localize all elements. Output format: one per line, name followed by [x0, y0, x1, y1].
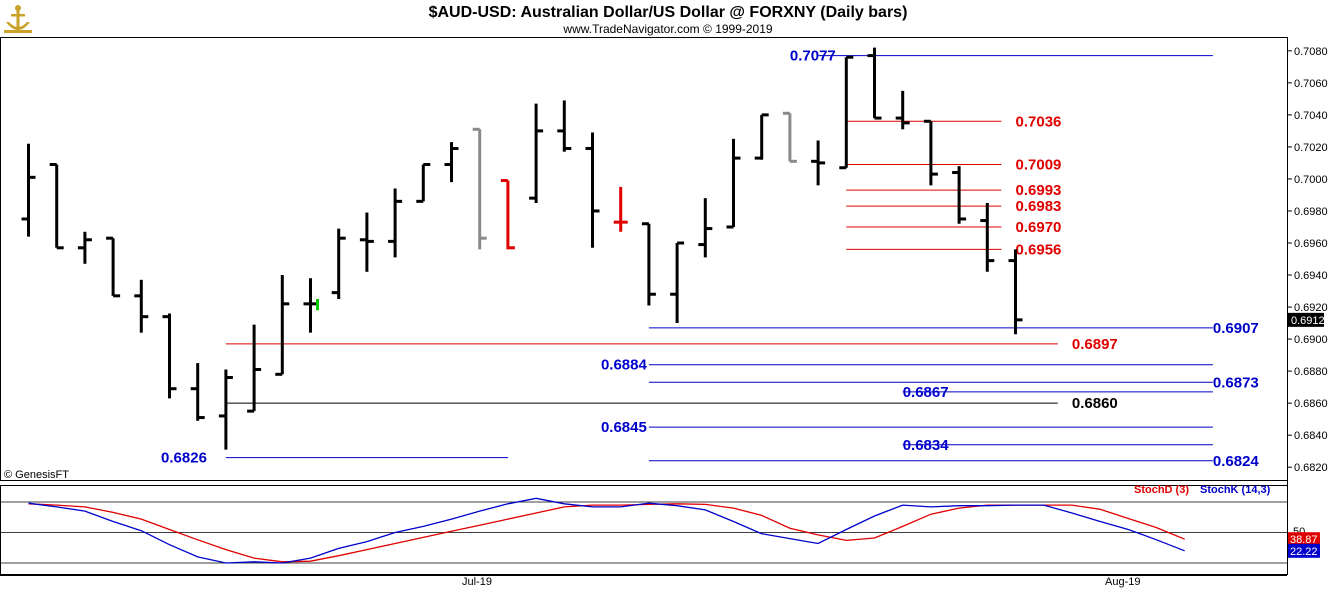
level-label: 0.6983	[1016, 198, 1062, 215]
xtick-jul-19: Jul-19	[462, 576, 492, 588]
level-label: 0.6956	[1016, 241, 1062, 258]
price-panel	[0, 37, 1288, 481]
level-label: 0.7036	[1016, 113, 1062, 130]
ytick-label: 0.6860	[1294, 398, 1328, 410]
level-label: 0.7009	[1016, 157, 1062, 174]
stochastic-panel	[0, 485, 1288, 575]
legend-stochd: StochD (3)	[1134, 484, 1189, 496]
level-label: 0.6860	[1072, 395, 1118, 412]
chart-subtitle: www.TradeNavigator.com © 1999-2019	[562, 22, 772, 36]
price-axis: 0.7080 0.7060 0.7040 0.7020 0.7000 0.6980 0.69…	[1287, 46, 1328, 474]
stochastic-lines	[0, 497, 1287, 564]
stoch-series-line	[28, 497, 1185, 564]
chart-title: $AUD-USD: Australian Dollar/US Dollar @ …	[429, 4, 908, 21]
ytick-label: 0.7060	[1294, 78, 1328, 90]
ohlc-bars	[21, 47, 1023, 450]
ytick-label: 0.6900	[1294, 334, 1328, 346]
stoch-last-box	[1288, 532, 1320, 547]
ytick-label: 0.7020	[1294, 142, 1328, 154]
ytick-label: 0.6960	[1294, 238, 1328, 250]
ytick-label: 0.6820	[1294, 462, 1328, 474]
level-label: 0.6834	[903, 437, 950, 454]
level-label: 0.6826	[161, 450, 207, 467]
level-label: 0.6884	[601, 357, 648, 374]
level-label: 0.6897	[1072, 336, 1118, 353]
ytick-label: 0.7000	[1294, 174, 1328, 186]
level-label: 0.6970	[1016, 219, 1062, 236]
level-label: 0.6907	[1213, 320, 1259, 337]
anchor-icon	[4, 5, 32, 33]
level-label: 0.6867	[903, 384, 949, 401]
ytick-label: 0.7080	[1294, 46, 1328, 58]
ytick-label: 0.6940	[1294, 270, 1328, 282]
stoch-last-value: 38.87	[1290, 534, 1318, 546]
stoch-last-value: 22.22	[1290, 546, 1318, 558]
legend-stochk: StochK (14,3)	[1200, 484, 1271, 496]
level-label: 0.6824	[1213, 453, 1260, 470]
level-label: 0.6993	[1016, 182, 1062, 199]
copyright-label: © GenesisFT	[4, 469, 69, 481]
stoch-last-box	[1288, 543, 1320, 558]
xtick-aug-19: Aug-19	[1105, 576, 1140, 588]
ytick-label: 0.6980	[1294, 206, 1328, 218]
last-price-label: 0.6912	[1291, 315, 1325, 327]
level-label: 0.6845	[601, 419, 647, 436]
last-price-marker: 0.6912	[1288, 312, 1325, 327]
ytick-label: 0.6920	[1294, 302, 1328, 314]
ytick-label: 0.6840	[1294, 430, 1328, 442]
ytick-label: 0.6880	[1294, 366, 1328, 378]
ytick-label: 0.7040	[1294, 110, 1328, 122]
level-label: 0.7077	[790, 48, 836, 65]
level-label: 0.6873	[1213, 374, 1259, 391]
